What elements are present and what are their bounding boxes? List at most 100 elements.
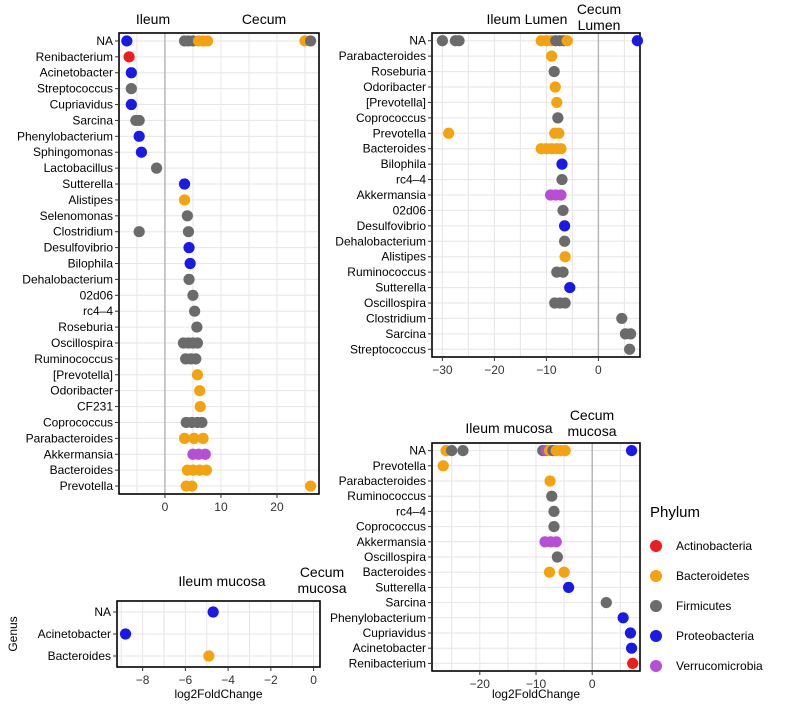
data-point — [446, 445, 458, 457]
y-tick-label: Odoribacter — [363, 80, 426, 94]
x-tick-label: 10 — [214, 500, 228, 514]
data-point — [559, 220, 571, 232]
facet-title-right: Cecum — [242, 11, 286, 27]
facet-title-right: Cecum — [300, 564, 344, 580]
data-point — [563, 581, 575, 594]
y-tick-label: Sarcina — [385, 327, 426, 341]
facet-title-left: Ileum mucosa — [465, 420, 552, 436]
y-tick-label: 02d06 — [393, 203, 427, 217]
data-point — [617, 612, 629, 624]
y-tick-label: Renibacterium — [349, 656, 426, 670]
y-tick-label: Roseburia — [371, 65, 426, 79]
y-tick-label: Akkermansia — [357, 188, 427, 202]
data-point — [133, 226, 145, 238]
data-point — [551, 551, 563, 563]
data-point — [133, 130, 145, 142]
data-point — [182, 226, 195, 238]
data-point — [304, 480, 317, 492]
facet-title-right: Cecum — [570, 407, 614, 423]
y-tick-label: Coprococcus — [356, 520, 426, 534]
data-point — [553, 127, 565, 139]
y-tick-label: [Prevotella] — [366, 95, 426, 109]
legend-dot — [650, 600, 662, 612]
y-tick-label: Acinetobacter — [40, 66, 113, 80]
data-point — [201, 35, 214, 47]
data-point — [549, 81, 561, 93]
y-tick-label: Oscillospira — [364, 550, 426, 564]
facet-title-right: Cecum — [577, 1, 621, 17]
facet-title-left: Ileum mucosa — [178, 573, 265, 589]
first-panel: NA Renibacterium Acinetobacter Streptococcu… — [17, 11, 320, 514]
data-point — [187, 289, 199, 301]
x-tick-label: 20 — [270, 500, 284, 514]
x-tick-label: 0 — [589, 677, 596, 691]
data-point — [457, 445, 469, 457]
fourth-panel: NA Acinetobacter Bacteroides −8 −6 −4 −2 0 Ileum… — [6, 564, 347, 701]
data-point — [631, 35, 644, 47]
y-tick-label: Sarcina — [385, 596, 426, 610]
data-point — [600, 597, 612, 609]
y-tick-label: Bacteroides — [50, 463, 113, 477]
data-point — [183, 242, 195, 254]
data-point — [557, 204, 569, 217]
x-tick-label: 0 — [162, 500, 169, 514]
y-tick-label: Oscillospira — [364, 296, 426, 310]
y-tick-label: Bilophila — [381, 157, 427, 171]
facet-title-right: Lumen — [578, 17, 621, 33]
y-axis-label: Genus — [6, 616, 20, 651]
data-point — [184, 257, 196, 270]
y-tick-label: Parabacteroides — [26, 431, 113, 445]
data-point — [624, 343, 636, 355]
y-tick-label: Selenomonas — [40, 209, 113, 223]
legend-dot — [650, 540, 662, 552]
y-tick-label: Prevotella — [373, 126, 427, 140]
x-axis-label: log2FoldChange — [174, 687, 262, 701]
y-tick-label: rc4–4 — [396, 504, 426, 518]
y-tick-label: rc4–4 — [396, 173, 426, 187]
y-tick-label: Ruminococcus — [347, 489, 426, 503]
y-tick-label: Phenylobacterium — [330, 611, 426, 625]
y-tick-label: Clostridium — [53, 225, 113, 239]
data-point — [627, 657, 639, 670]
data-point — [190, 353, 202, 365]
x-axis-label: log2FoldChange — [492, 687, 580, 701]
data-point — [625, 445, 638, 457]
legend-label: Actinobacteria — [676, 539, 753, 553]
legend-label: Bacteroidetes — [676, 569, 750, 583]
data-point — [616, 312, 628, 325]
legend-dot — [650, 570, 662, 582]
legend-item-bacteroidetes: Bacteroidetes — [648, 561, 783, 591]
y-tick-label: Streptococcus — [350, 342, 426, 356]
y-tick-label: Alistipes — [381, 250, 426, 264]
data-point — [125, 67, 137, 79]
facet-title-left: Ileum — [136, 11, 170, 27]
data-point — [125, 98, 137, 111]
data-point — [123, 51, 135, 63]
y-tick-label: Bacteroides — [48, 649, 111, 663]
data-point — [556, 173, 568, 186]
x-tick-label: −4 — [221, 673, 235, 687]
legend-item-firmicutes: Firmicutes — [648, 591, 783, 621]
data-point — [555, 143, 567, 155]
data-point — [203, 650, 215, 662]
data-point — [552, 112, 564, 124]
y-tick-label: Roseburia — [58, 320, 113, 334]
data-point — [119, 628, 132, 640]
data-point — [121, 35, 133, 47]
data-point — [548, 505, 560, 517]
y-tick-label: Ruminococcus — [347, 265, 426, 279]
y-tick-label: rc4–4 — [83, 304, 113, 318]
data-point — [194, 400, 206, 413]
x-tick-label: −6 — [179, 673, 193, 687]
data-point — [194, 385, 206, 397]
y-tick-label: Coprococcus — [356, 111, 426, 125]
legend-item-verrucomicrobia: Verrucomicrobia — [648, 651, 783, 681]
y-tick-label: Akkermansia — [357, 535, 427, 549]
y-tick-label: Alistipes — [68, 193, 113, 207]
y-tick-label: Sutterella — [375, 281, 426, 295]
x-tick-label: −20 — [470, 677, 491, 691]
y-tick-label: Parabacteroides — [339, 49, 426, 63]
x-tick-label: −10 — [526, 677, 547, 691]
data-point — [178, 178, 191, 190]
